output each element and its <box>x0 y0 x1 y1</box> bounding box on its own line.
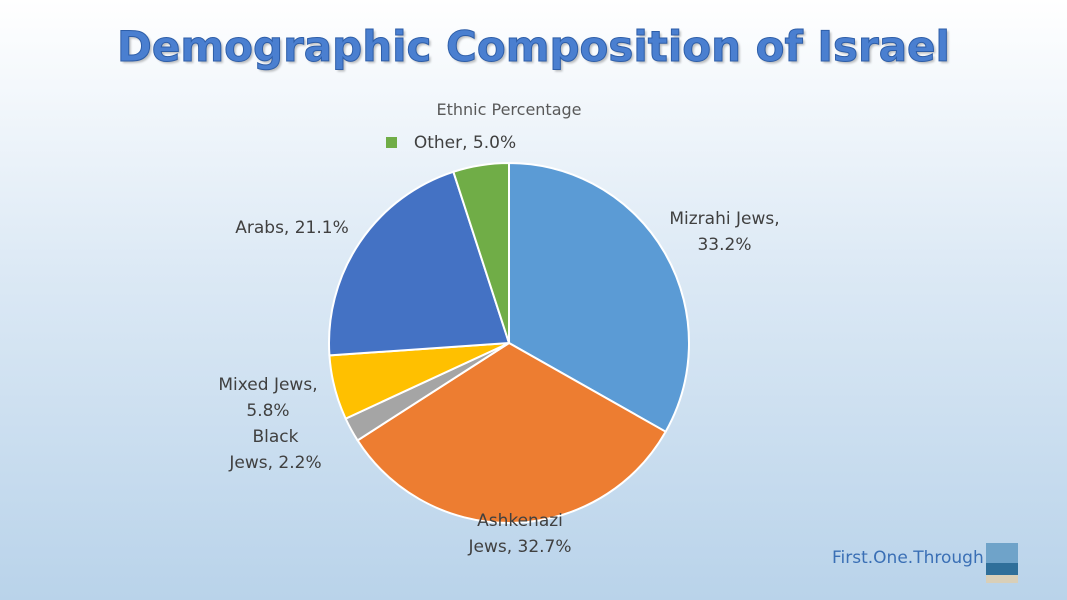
pie-slice <box>452 161 510 344</box>
pie-slice <box>508 161 690 434</box>
data-label: Mizrahi Jews, 33.2% <box>669 209 780 255</box>
legend-key <box>386 137 397 148</box>
chart-title: Demographic Composition of Israel <box>117 22 951 72</box>
data-label: Black Jews, 2.2% <box>229 427 322 473</box>
data-label: Ashkenazi Jews, 32.7% <box>468 511 572 557</box>
photo-icon <box>986 543 1018 583</box>
data-label: Other, 5.0% <box>413 133 517 153</box>
chart-subtitle: Ethnic Percentage <box>436 100 582 119</box>
pie-slice <box>356 341 667 524</box>
pie-slice <box>328 170 511 357</box>
data-label: Mixed Jews, 5.8% <box>218 375 318 421</box>
credit: First.One.Through <box>832 548 984 568</box>
data-label: Arabs, 21.1% <box>235 218 349 238</box>
